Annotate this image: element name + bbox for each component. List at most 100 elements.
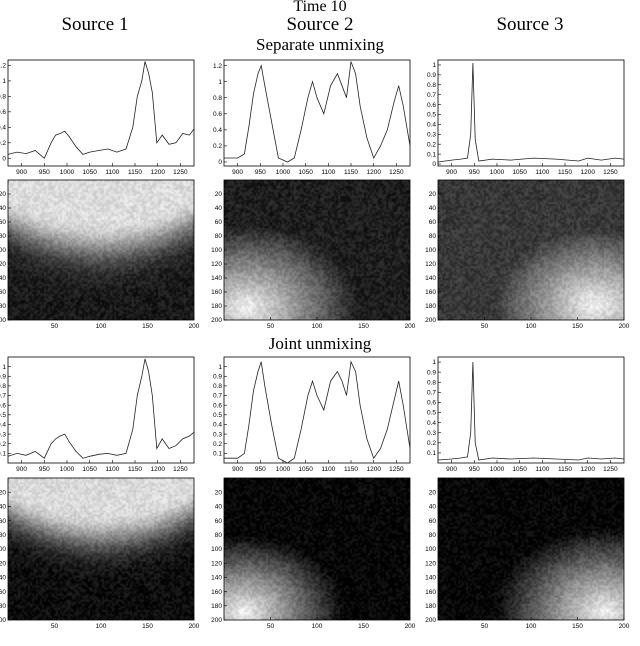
map-y-tick-label: 80 — [215, 532, 223, 539]
map-y-tick-label: 40 — [429, 205, 437, 212]
x-tick-label: 1000 — [60, 169, 75, 176]
map-y-tick-label: 180 — [211, 303, 222, 310]
x-tick-label: 1100 — [105, 169, 119, 176]
x-tick-label: 1000 — [276, 466, 291, 473]
y-tick-label: 0.8 — [213, 383, 222, 390]
y-tick-label: 0.4 — [427, 420, 436, 427]
x-tick-label: 1000 — [60, 466, 75, 473]
map-y-tick-label: 60 — [429, 219, 437, 226]
y-tick-label: 0.6 — [213, 402, 222, 409]
y-tick-label: 1 — [218, 364, 222, 371]
map-x-tick-label: 50 — [481, 623, 489, 630]
map-y-tick-label: 120 — [425, 261, 436, 268]
map-y-tick-label: 100 — [425, 546, 436, 553]
map-y-tick-label: 80 — [0, 233, 6, 240]
x-tick-label: 1100 — [105, 466, 119, 473]
y-tick-label: 0.4 — [213, 127, 222, 134]
spectrum-frame — [7, 59, 195, 167]
x-tick-label: 1100 — [321, 169, 335, 176]
map-y-tick-label: 100 — [211, 247, 222, 254]
x-tick-label: 1050 — [82, 169, 97, 176]
map-y-tick-label: 80 — [429, 532, 437, 539]
y-tick-label: 0.6 — [427, 400, 436, 407]
y-tick-label: 1.2 — [0, 63, 6, 70]
abundance-map-1-3: 20 40 60 80 100 120 140 160 180 200 50 100 150 200 — [425, 179, 630, 330]
map-y-tick-label: 160 — [211, 289, 222, 296]
map-y-tick-label: 120 — [425, 560, 436, 567]
spectrum-line — [224, 61, 411, 163]
x-tick-label: 1200 — [150, 466, 165, 473]
x-tick-label: 1050 — [512, 466, 527, 473]
map-y-tick-label: 140 — [425, 575, 436, 582]
map-y-tick-label: 20 — [215, 489, 223, 496]
x-tick-label: 1250 — [173, 466, 188, 473]
map-y-tick-label: 180 — [425, 603, 436, 610]
y-tick-label: 0.4 — [213, 422, 222, 429]
x-tick-label: 1250 — [603, 169, 618, 176]
map-y-tick-label: 100 — [425, 247, 436, 254]
y-tick-label: 0.5 — [427, 410, 436, 417]
map-x-tick-label: 50 — [267, 623, 275, 630]
y-tick-label: 0.5 — [213, 412, 222, 419]
x-tick-label: 1150 — [128, 169, 142, 176]
map-y-tick-label: 120 — [211, 261, 222, 268]
map-y-tick-label: 100 — [0, 546, 6, 553]
map-y-tick-label: 200 — [0, 317, 6, 324]
map-y-tick-label: 160 — [211, 589, 222, 596]
figure-title: Time 10 — [293, 0, 347, 15]
map-y-tick-label: 120 — [0, 261, 6, 268]
y-tick-label: 1 — [432, 359, 436, 366]
y-tick-label: 1 — [2, 78, 6, 85]
spectrum-frame — [7, 356, 195, 464]
abundance-map-2-1: 20 40 60 80 100 120 140 160 180 200 50 100 150 200 — [0, 477, 200, 630]
map-x-tick-label: 200 — [619, 623, 630, 630]
map-x-tick-label: 150 — [358, 623, 369, 630]
map-y-tick-label: 140 — [0, 275, 6, 282]
x-tick-label: 1150 — [344, 466, 358, 473]
map-y-tick-label: 20 — [215, 191, 223, 198]
map-x-tick-label: 50 — [267, 323, 275, 330]
y-tick-label: 0.8 — [0, 94, 6, 101]
y-tick-label: 0.1 — [427, 450, 436, 457]
map-x-tick-label: 50 — [481, 323, 489, 330]
map-y-tick-label: 180 — [425, 303, 436, 310]
y-tick-label: 1 — [218, 79, 222, 86]
map-x-tick-label: 100 — [96, 323, 107, 330]
x-tick-label: 1100 — [321, 466, 335, 473]
x-tick-label: 1150 — [344, 169, 358, 176]
x-tick-label: 1250 — [603, 466, 618, 473]
map-y-tick-label: 160 — [425, 589, 436, 596]
map-x-tick-label: 150 — [142, 323, 153, 330]
map-y-tick-label: 200 — [425, 317, 436, 324]
y-tick-label: 0.7 — [0, 393, 6, 400]
map-y-tick-label: 140 — [0, 575, 6, 582]
map-y-tick-label: 200 — [425, 617, 436, 624]
y-tick-label: 1 — [2, 364, 6, 371]
y-tick-label: 0.4 — [0, 125, 6, 132]
x-tick-label: 1250 — [389, 169, 404, 176]
map-x-tick-label: 100 — [312, 623, 323, 630]
map-x-tick-label: 200 — [405, 623, 416, 630]
x-tick-label: 900 — [16, 466, 27, 473]
y-tick-label: 0.1 — [0, 451, 6, 458]
map-y-tick-label: 160 — [0, 289, 6, 296]
y-tick-label: 0.3 — [213, 431, 222, 438]
x-tick-label: 1200 — [150, 169, 165, 176]
section-title-separate: Separate unmixing — [256, 35, 384, 54]
x-tick-label: 900 — [232, 466, 243, 473]
spectrum-plot-1-3: 900 950 1000 1050 1100 1150 1200 1250 0 0.1 0.2 0.3… — [427, 59, 625, 176]
y-tick-label: 0.6 — [0, 109, 6, 116]
x-tick-label: 1200 — [366, 169, 381, 176]
map-y-tick-label: 40 — [0, 504, 6, 511]
y-tick-label: 0.8 — [427, 379, 436, 386]
abundance-map-1-1: 20 40 60 80 100 120 140 160 180 200 50 100 150 200 — [0, 179, 200, 330]
x-tick-label: 1000 — [490, 169, 505, 176]
x-tick-label: 950 — [39, 169, 50, 176]
x-tick-label: 1100 — [535, 169, 549, 176]
y-tick-label: 0.2 — [213, 143, 222, 150]
x-tick-label: 900 — [446, 169, 457, 176]
map-x-tick-label: 50 — [51, 623, 59, 630]
x-tick-label: 900 — [232, 169, 243, 176]
y-tick-label: 0.9 — [427, 72, 436, 79]
y-tick-label: 0.8 — [427, 82, 436, 89]
